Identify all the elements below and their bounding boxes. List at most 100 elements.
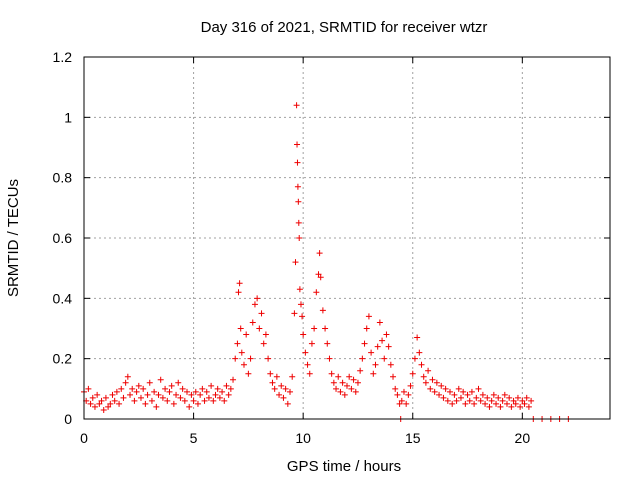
data-point [308, 340, 315, 347]
data-point [179, 385, 186, 392]
data-point [503, 400, 510, 407]
data-point [427, 385, 434, 392]
data-point [146, 379, 153, 386]
data-point [133, 388, 140, 395]
data-point [354, 379, 361, 386]
y-tick-label: 0.4 [53, 290, 73, 306]
data-point [155, 391, 162, 398]
data-point [221, 397, 228, 404]
data-point [528, 397, 535, 404]
data-point [506, 394, 513, 401]
data-point [214, 385, 221, 392]
data-point [296, 286, 303, 293]
data-point [451, 391, 458, 398]
data-point [208, 382, 215, 389]
data-point [87, 400, 94, 407]
data-point [326, 355, 333, 362]
data-point [484, 394, 491, 401]
y-tick-label: 1 [64, 109, 72, 125]
data-point [363, 325, 370, 332]
data-point [225, 391, 232, 398]
data-point [227, 385, 234, 392]
data-point [350, 376, 357, 383]
data-point [105, 403, 112, 410]
data-point [409, 370, 416, 377]
data-point [294, 183, 301, 190]
data-point [131, 397, 138, 404]
data-point [374, 343, 381, 350]
data-point [278, 382, 285, 389]
data-point [344, 382, 350, 389]
data-point [466, 397, 473, 404]
data-point [122, 379, 129, 386]
data-point [383, 331, 390, 338]
data-point [335, 373, 342, 380]
data-point [287, 388, 294, 395]
data-point [94, 391, 101, 398]
data-point [416, 349, 423, 356]
data-point [289, 373, 296, 380]
data-point [273, 373, 280, 380]
x-axis-label: GPS time / hours [287, 458, 401, 475]
data-point [414, 334, 421, 341]
data-point [216, 394, 223, 401]
data-point [166, 388, 173, 395]
data-point [337, 388, 344, 395]
data-point [372, 361, 379, 368]
data-point [482, 400, 489, 407]
data-point [181, 397, 188, 404]
data-point [311, 325, 318, 332]
data-point [116, 400, 123, 407]
data-point [471, 400, 478, 407]
data-point [107, 400, 114, 407]
data-point [322, 325, 329, 332]
data-point [486, 403, 493, 410]
data-point [517, 403, 524, 410]
data-point [497, 403, 504, 410]
data-point [164, 397, 171, 404]
data-point [85, 385, 92, 392]
data-point [102, 394, 109, 401]
data-point [271, 385, 278, 392]
data-point [262, 331, 269, 338]
data-point [238, 349, 245, 356]
data-point [315, 271, 322, 278]
data-point [249, 319, 256, 326]
data-point [495, 394, 502, 401]
data-point [153, 403, 160, 410]
data-point [188, 391, 195, 398]
data-point [425, 367, 432, 374]
data-point [184, 388, 191, 395]
data-point [330, 379, 337, 386]
data-point [398, 397, 405, 404]
data-point [525, 403, 532, 410]
data-point [162, 385, 169, 392]
data-point [519, 397, 526, 404]
data-point [205, 394, 212, 401]
data-point [468, 388, 475, 395]
data-point [276, 391, 283, 398]
y-tick-label: 0.2 [53, 351, 73, 367]
data-point [319, 307, 326, 314]
data-point [302, 349, 309, 356]
data-point [508, 403, 515, 410]
data-point [291, 310, 298, 317]
data-point [137, 394, 144, 401]
data-point [381, 355, 388, 362]
data-point [190, 397, 197, 404]
data-point [111, 397, 118, 404]
data-point [433, 379, 440, 386]
data-point [260, 340, 267, 347]
data-point [357, 367, 364, 374]
data-point [91, 403, 98, 410]
data-point [294, 141, 301, 148]
data-point [294, 159, 301, 166]
data-point [89, 394, 96, 401]
data-point [341, 391, 348, 398]
data-point [159, 394, 166, 401]
data-point [385, 343, 392, 350]
data-point [390, 373, 397, 380]
grid-lines [84, 57, 610, 419]
data-point [352, 388, 359, 395]
data-point [359, 355, 366, 362]
